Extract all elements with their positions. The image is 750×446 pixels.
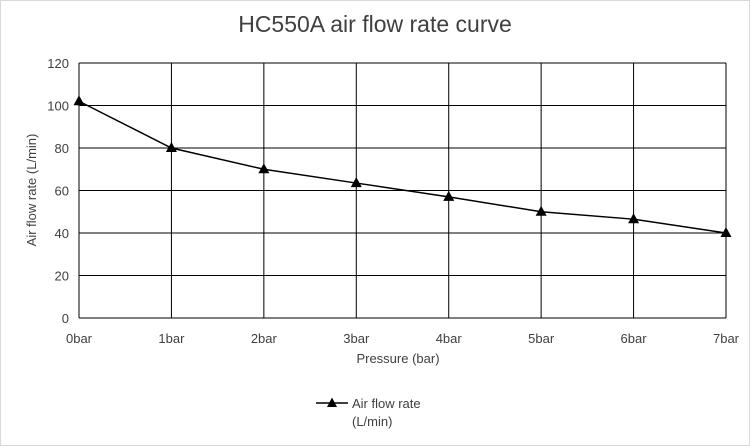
y-tick-label: 100 xyxy=(47,99,69,114)
grid-layer xyxy=(78,62,727,319)
data-point-marker xyxy=(165,142,177,152)
y-axis-title: Air flow rate (L/min) xyxy=(24,134,39,247)
y-tick-label: 20 xyxy=(55,269,69,284)
data-point-marker xyxy=(535,205,547,216)
data-point-marker xyxy=(720,227,732,237)
legend-triangle-marker xyxy=(327,397,337,407)
legend-label-line1: Air flow rate xyxy=(352,396,421,411)
y-tick-label: 0 xyxy=(62,311,69,326)
data-point-marker xyxy=(443,190,455,201)
data-point-marker xyxy=(350,177,362,188)
x-axis-ticks: 0bar 1bar 2bar 3bar 4bar 5bar 6bar 7bar xyxy=(66,331,740,346)
y-tick-label: 120 xyxy=(47,56,69,71)
legend-swatch xyxy=(316,397,348,407)
legend-label-line2: (L/min) xyxy=(352,414,393,429)
series-layer xyxy=(73,95,732,237)
x-tick-label: 7bar xyxy=(713,331,740,346)
x-tick-label: 6bar xyxy=(621,331,648,346)
data-point-marker xyxy=(73,95,85,106)
data-point-marker xyxy=(628,213,640,224)
y-tick-label: 60 xyxy=(55,184,69,199)
x-tick-label: 2bar xyxy=(251,331,278,346)
x-tick-label: 0bar xyxy=(66,331,93,346)
x-tick-label: 1bar xyxy=(158,331,185,346)
x-tick-label: 4bar xyxy=(436,331,463,346)
data-point-marker xyxy=(258,163,270,174)
chart-title: HC550A air flow rate curve xyxy=(238,11,512,37)
legend: Air flow rate (L/min) xyxy=(316,395,496,431)
y-tick-label: 40 xyxy=(55,226,69,241)
y-tick-label: 80 xyxy=(55,141,69,156)
series-line xyxy=(78,100,727,234)
legend-label: Air flow rate (L/min) xyxy=(352,395,472,431)
x-axis-title: Pressure (bar) xyxy=(356,351,439,366)
y-axis-ticks: 0 20 40 60 80 100 120 xyxy=(47,56,69,326)
x-tick-label: 3bar xyxy=(343,331,370,346)
x-tick-label: 5bar xyxy=(528,331,555,346)
